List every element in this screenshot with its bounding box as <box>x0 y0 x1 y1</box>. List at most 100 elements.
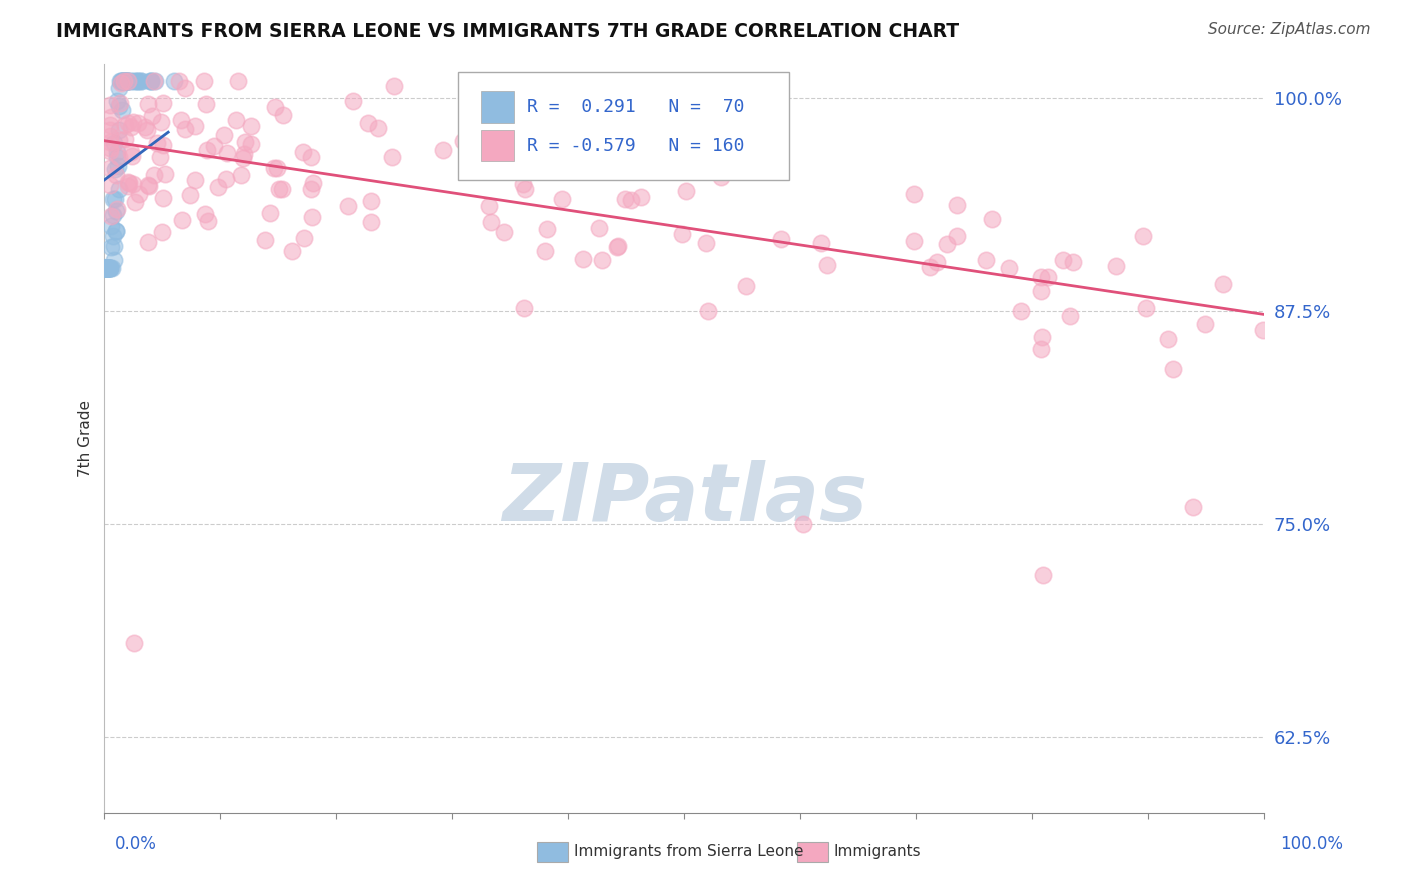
Point <box>195 144 218 158</box>
Point <box>1059 310 1081 324</box>
Point <box>903 234 925 248</box>
Point <box>591 253 613 268</box>
Point <box>139 74 162 88</box>
Point <box>117 74 139 88</box>
Point <box>100 209 122 223</box>
Point <box>792 516 814 531</box>
Point <box>710 170 733 185</box>
Point <box>138 179 160 194</box>
Point <box>360 194 382 208</box>
Point <box>108 123 131 137</box>
Point <box>105 224 128 238</box>
Point <box>98 98 121 112</box>
Point <box>101 208 124 222</box>
Point <box>111 74 134 88</box>
Point <box>141 109 163 123</box>
Point <box>263 161 285 176</box>
Point <box>108 98 131 112</box>
Point <box>97 261 120 276</box>
Point <box>671 227 693 241</box>
FancyBboxPatch shape <box>481 130 513 161</box>
Point <box>110 76 132 90</box>
Point <box>588 220 610 235</box>
Point <box>98 261 121 276</box>
Point <box>100 240 122 254</box>
Y-axis label: 7th Grade: 7th Grade <box>79 401 93 477</box>
Point <box>139 74 162 88</box>
Point <box>98 129 121 144</box>
Point <box>212 128 235 142</box>
Point <box>98 135 121 149</box>
Point <box>1031 269 1053 284</box>
Point <box>96 261 118 276</box>
Point <box>117 74 139 88</box>
Point <box>432 144 454 158</box>
Text: Immigrants from Sierra Leone: Immigrants from Sierra Leone <box>574 845 803 859</box>
Point <box>240 137 263 152</box>
Point <box>108 182 131 196</box>
Point <box>534 244 557 258</box>
Point <box>138 74 160 88</box>
Point <box>98 178 121 193</box>
FancyBboxPatch shape <box>481 91 513 122</box>
Point <box>149 150 172 164</box>
Point <box>125 74 148 88</box>
Point <box>179 188 201 202</box>
FancyBboxPatch shape <box>458 71 789 180</box>
Point <box>150 115 173 129</box>
Point <box>981 211 1004 226</box>
Point <box>96 261 118 276</box>
Point <box>607 238 630 252</box>
Point <box>121 177 143 191</box>
Point <box>105 224 128 238</box>
Point <box>240 120 263 134</box>
Text: R =  0.291   N =  70: R = 0.291 N = 70 <box>526 98 744 116</box>
Point <box>735 279 758 293</box>
Point <box>98 161 121 175</box>
Point <box>231 168 253 182</box>
Point <box>1161 362 1184 376</box>
Point <box>1036 270 1059 285</box>
Point <box>131 74 153 88</box>
Point <box>96 261 118 276</box>
Point <box>337 199 360 213</box>
Point <box>571 252 593 267</box>
Point <box>125 74 148 88</box>
Point <box>107 94 129 108</box>
Point <box>146 136 169 150</box>
Point <box>153 167 176 181</box>
Point <box>117 116 139 130</box>
Point <box>117 175 139 189</box>
Point <box>695 235 717 250</box>
Point <box>124 195 146 210</box>
Point <box>451 134 474 148</box>
Text: Immigrants: Immigrants <box>834 845 921 859</box>
Point <box>1010 304 1032 318</box>
Point <box>96 261 118 276</box>
Point <box>513 301 536 315</box>
Point <box>134 120 156 135</box>
Point <box>136 178 159 193</box>
Point <box>118 176 141 190</box>
Point <box>98 261 121 276</box>
Point <box>254 233 277 247</box>
Point <box>281 244 304 259</box>
Point <box>111 74 134 88</box>
Point <box>94 261 117 276</box>
Point <box>122 636 145 650</box>
Point <box>117 74 139 88</box>
Point <box>108 74 131 88</box>
Point <box>299 150 322 164</box>
Point <box>172 212 194 227</box>
Point <box>173 81 195 95</box>
Point <box>475 151 498 165</box>
Point <box>120 74 142 88</box>
Point <box>114 119 136 133</box>
Point <box>194 96 217 111</box>
Point <box>946 229 969 244</box>
Point <box>225 112 247 127</box>
Point <box>98 122 121 136</box>
Point <box>360 214 382 228</box>
Point <box>150 225 173 239</box>
Point <box>292 231 315 245</box>
